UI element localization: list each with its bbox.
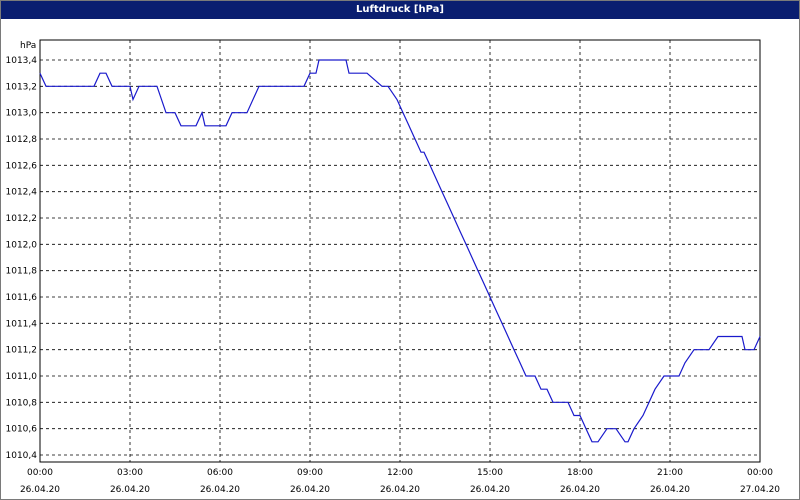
x-tick-time-label: 18:00 (567, 468, 593, 478)
y-tick-label: 1011,4 (6, 319, 38, 329)
y-tick-label: 1011,0 (6, 372, 38, 382)
x-tick-date-label: 26.04.20 (110, 485, 150, 495)
x-tick-labels: 00:00 26.04.20 03:00 26.04.20 06:00 26.04.20 0… (20, 468, 780, 495)
y-tick-label: 1012,6 (6, 161, 38, 171)
y-tick-label: 1012,4 (6, 188, 38, 198)
y-tick-label: 1011,8 (6, 267, 38, 277)
pressure-series-line (39, 59, 761, 443)
y-tick-label: 1013,4 (6, 56, 38, 66)
x-tick-time-label: 03:00 (117, 468, 143, 478)
x-tick-time-label: 15:00 (477, 468, 503, 478)
y-tick-label: 1012,0 (6, 240, 38, 250)
x-tick-date-label: 26.04.20 (20, 485, 60, 495)
x-tick-date-label: 26.04.20 (380, 485, 420, 495)
y-tick-label: 1012,8 (6, 135, 38, 145)
x-tick-date-label: 27.04.20 (740, 485, 780, 495)
y-tick-label: 1012,2 (6, 214, 38, 224)
y-tick-label: 1013,0 (6, 109, 38, 119)
x-tick-time-label: 12:00 (387, 468, 413, 478)
x-tick-time-label: 21:00 (657, 468, 683, 478)
x-tick-time-label: 06:00 (207, 468, 233, 478)
y-tick-label: 1010,6 (6, 425, 38, 435)
grid-lines (40, 40, 760, 462)
x-tick-date-label: 26.04.20 (650, 485, 690, 495)
x-tick-date-label: 26.04.20 (560, 485, 600, 495)
x-tick-date-label: 26.04.20 (470, 485, 510, 495)
x-tick-time-label: 09:00 (297, 468, 323, 478)
y-tick-label: 1011,6 (6, 293, 38, 303)
chart-title: Luftdruck [hPa] (1, 1, 799, 19)
y-tick-label: 1010,4 (6, 451, 38, 461)
x-tick-time-label: 00:00 (27, 468, 53, 478)
y-tick-label: 1010,8 (6, 398, 38, 408)
x-tick-date-label: 26.04.20 (290, 485, 330, 495)
y-tick-labels: 1013,4 1013,2 1013,0 1012,8 1012,6 1012,4 1012… (6, 56, 38, 461)
x-tick-time-label: 00:00 (747, 468, 773, 478)
y-axis-label: hPa (20, 41, 36, 51)
y-tick-label: 1013,2 (6, 82, 38, 92)
y-tick-label: 1011,2 (6, 346, 38, 356)
x-tick-date-label: 26.04.20 (200, 485, 240, 495)
